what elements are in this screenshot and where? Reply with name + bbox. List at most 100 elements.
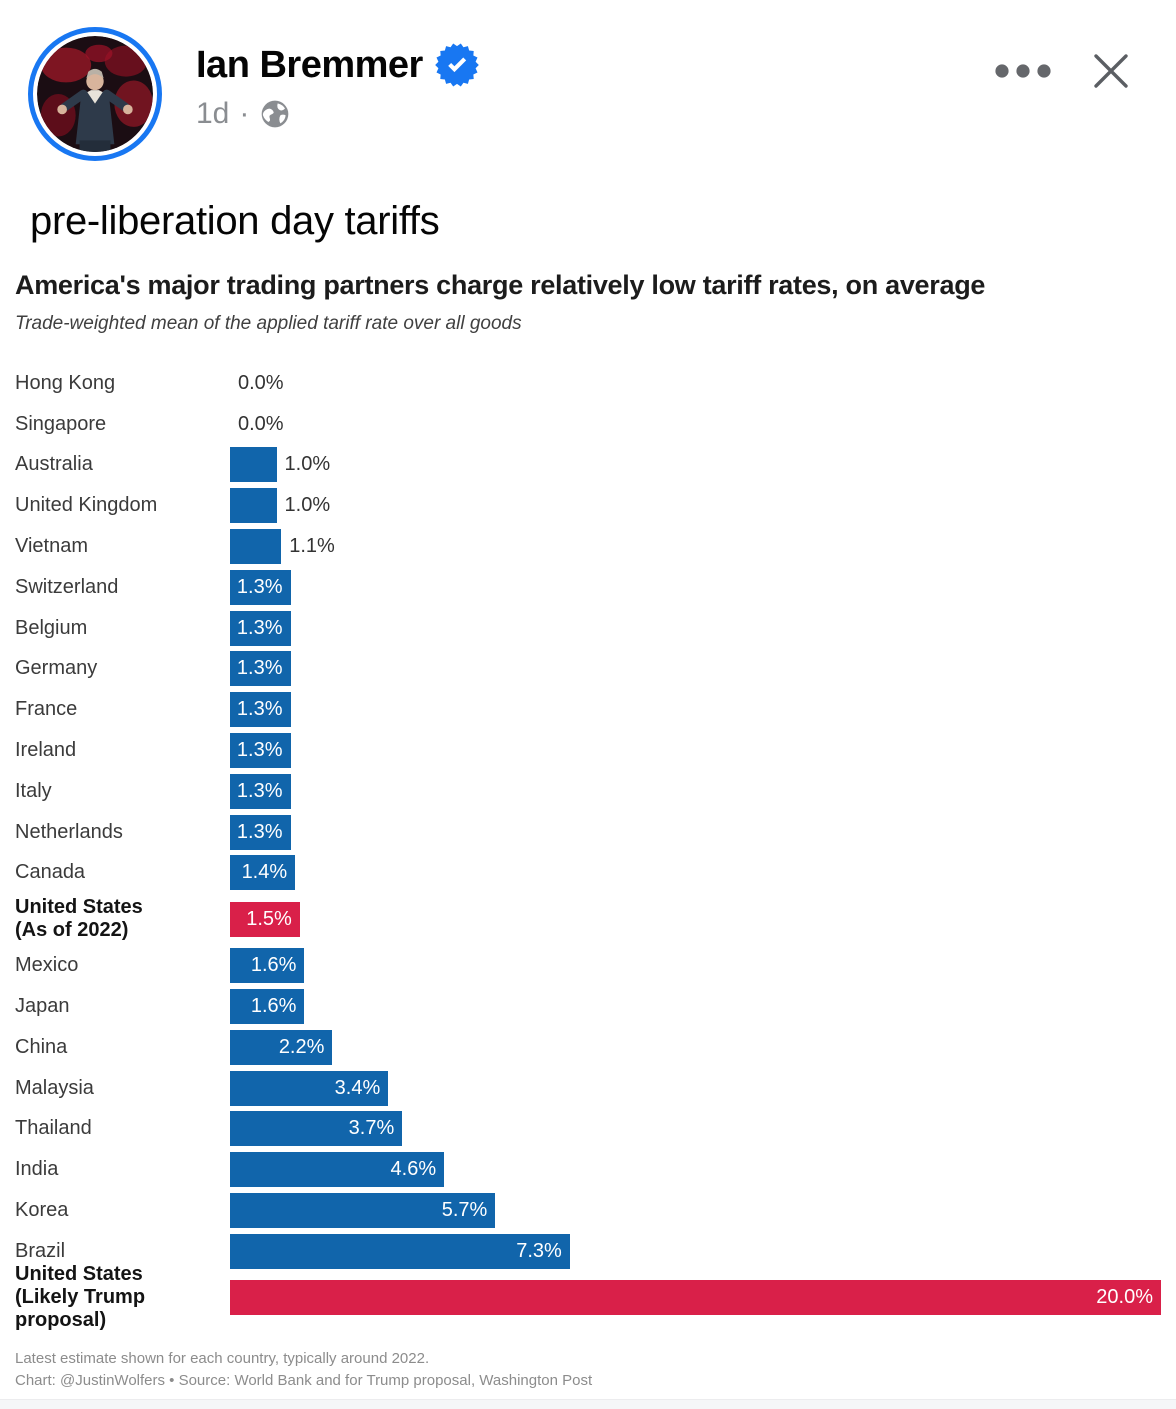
category-label: China bbox=[15, 1035, 68, 1058]
value-label: 1.3% bbox=[236, 657, 283, 680]
chart-row: Brazil 7.3% bbox=[15, 1231, 1161, 1272]
category-label: Korea bbox=[15, 1199, 69, 1222]
chart-row: Ireland 1.3% bbox=[15, 730, 1161, 771]
chart-credit: Chart: @JustinWolfers • Source: World Ba… bbox=[15, 1371, 593, 1389]
category-label: Italy bbox=[15, 779, 52, 802]
category-label: Netherlands bbox=[15, 820, 123, 843]
post-meta: 1d · bbox=[196, 97, 479, 131]
value-label: 3.4% bbox=[334, 1076, 381, 1099]
avatar[interactable] bbox=[28, 27, 162, 161]
chart-subtitle: Trade-weighted mean of the applied tarif… bbox=[15, 313, 522, 334]
category-label: United Kingdom bbox=[15, 494, 158, 517]
bar-area: 1.3% bbox=[230, 730, 1161, 771]
close-button[interactable] bbox=[1090, 50, 1132, 92]
category-label: Malaysia bbox=[15, 1076, 94, 1099]
value-label: 1.1% bbox=[289, 535, 335, 558]
bar-area: 1.3% bbox=[230, 771, 1161, 812]
bar-area: 3.4% bbox=[230, 1068, 1161, 1109]
bar bbox=[230, 529, 282, 565]
chart-row: Mexico 1.6% bbox=[15, 945, 1161, 986]
bar-area: 1.3% bbox=[230, 689, 1161, 730]
bar: 1.4% bbox=[230, 855, 296, 891]
chart-row: Thailand 3.7% bbox=[15, 1109, 1161, 1150]
bar: 1.3% bbox=[230, 651, 291, 687]
bar-area: 5.7% bbox=[230, 1190, 1161, 1231]
value-label: 1.0% bbox=[284, 453, 331, 476]
bar: 1.6% bbox=[230, 989, 305, 1025]
bar: 1.6% bbox=[230, 948, 305, 984]
chart-row: Vietnam 1.1% bbox=[15, 526, 1161, 567]
value-label: 1.3% bbox=[236, 575, 283, 598]
value-label: 0.0% bbox=[238, 412, 284, 435]
bar-area: 1.0% bbox=[230, 445, 1161, 486]
bar-area: 4.6% bbox=[230, 1149, 1161, 1190]
chart-row: Korea 5.7% bbox=[15, 1190, 1161, 1231]
meta-separator: · bbox=[239, 97, 250, 130]
category-label: Ireland bbox=[15, 739, 77, 762]
category-label: Mexico bbox=[15, 954, 79, 977]
bar-area: 1.3% bbox=[230, 649, 1161, 690]
value-label: 1.5% bbox=[246, 907, 292, 930]
value-label: 3.7% bbox=[348, 1117, 395, 1140]
bar: 3.4% bbox=[230, 1070, 389, 1106]
value-label: 1.0% bbox=[284, 494, 331, 517]
chart-rows: Hong Kong 0.0% Singapore 0.0% Australia 1.0% U… bbox=[15, 363, 1161, 1331]
bar-highlighted: 20.0% bbox=[230, 1280, 1161, 1316]
chart-notes: Latest estimate shown for each country, … bbox=[15, 1348, 1161, 1392]
value-label: 2.2% bbox=[278, 1035, 325, 1058]
category-label: Brazil bbox=[15, 1239, 66, 1262]
category-label: Australia bbox=[15, 453, 93, 476]
post-text: pre-liberation day tariffs bbox=[30, 199, 440, 243]
category-label: Vietnam bbox=[15, 535, 89, 558]
chart-row: Germany 1.3% bbox=[15, 649, 1161, 690]
timestamp[interactable]: 1d bbox=[196, 97, 230, 130]
bar-area: 1.3% bbox=[230, 608, 1161, 649]
value-label: 1.3% bbox=[236, 616, 283, 639]
chart-row: United States (Likely Trump proposal) 20.… bbox=[15, 1263, 1161, 1331]
bar-area: 1.1% bbox=[230, 526, 1161, 567]
chart-row: Belgium 1.3% bbox=[15, 608, 1161, 649]
chart-row: Australia 1.0% bbox=[15, 445, 1161, 486]
bar: 1.3% bbox=[230, 733, 291, 769]
category-label: Thailand bbox=[15, 1117, 92, 1140]
value-label: 20.0% bbox=[1096, 1286, 1153, 1309]
chart-row: India 4.6% bbox=[15, 1149, 1161, 1190]
verified-badge-icon bbox=[435, 43, 479, 87]
value-label: 7.3% bbox=[516, 1239, 562, 1262]
header-actions bbox=[994, 50, 1132, 92]
post-header: Ian Bremmer 1d · bbox=[0, 0, 1176, 161]
author-name[interactable]: Ian Bremmer bbox=[196, 43, 423, 86]
bar-area: 0.0% bbox=[230, 404, 1161, 445]
bar: 1.3% bbox=[230, 773, 291, 809]
chart-title: America's major trading partners charge … bbox=[15, 270, 986, 300]
value-label: 1.6% bbox=[250, 995, 297, 1018]
value-label: 0.0% bbox=[238, 371, 284, 394]
bar: 1.3% bbox=[230, 569, 291, 605]
avatar-photo bbox=[37, 36, 153, 152]
category-label: India bbox=[15, 1158, 59, 1181]
bar: 5.7% bbox=[230, 1193, 496, 1229]
value-label: 1.3% bbox=[236, 698, 283, 721]
more-options-button[interactable] bbox=[994, 63, 1052, 79]
bar-area: 3.7% bbox=[230, 1109, 1161, 1150]
value-label: 1.6% bbox=[250, 954, 297, 977]
chart-row: Switzerland 1.3% bbox=[15, 567, 1161, 608]
chart-row: Singapore 0.0% bbox=[15, 404, 1161, 445]
bar-area: 1.3% bbox=[230, 567, 1161, 608]
bar: 4.6% bbox=[230, 1152, 445, 1188]
chart-row: France 1.3% bbox=[15, 689, 1161, 730]
header-text: Ian Bremmer 1d · bbox=[196, 27, 479, 131]
value-label: 4.6% bbox=[390, 1158, 437, 1181]
category-label: United States (As of 2022) bbox=[15, 896, 143, 942]
bar-area: 2.2% bbox=[230, 1027, 1161, 1068]
category-label: Belgium bbox=[15, 616, 88, 639]
chart-row: Canada 1.4% bbox=[15, 853, 1161, 894]
globe-icon bbox=[259, 98, 291, 130]
category-label: Japan bbox=[15, 995, 70, 1018]
bar: 1.3% bbox=[230, 814, 291, 850]
bar bbox=[230, 488, 277, 524]
value-label: 1.3% bbox=[236, 739, 283, 762]
bar-area: 1.4% bbox=[230, 853, 1161, 894]
chart-note: Latest estimate shown for each country, … bbox=[15, 1349, 430, 1367]
